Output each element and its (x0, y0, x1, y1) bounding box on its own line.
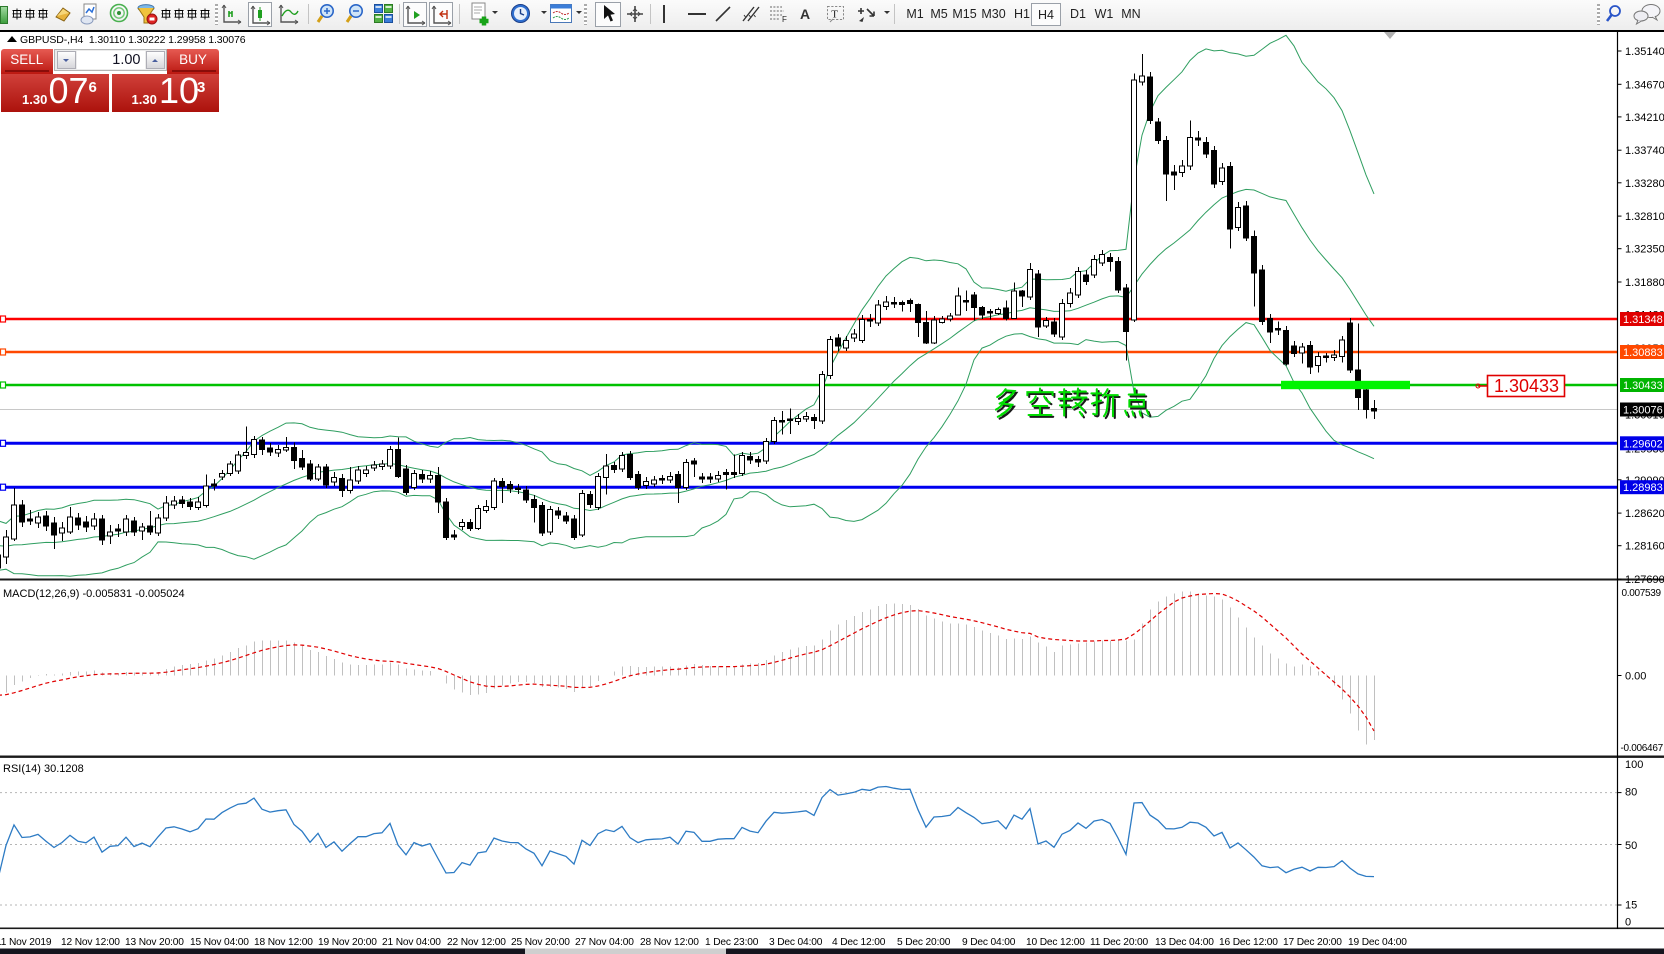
svg-text:19 Dec 04:00: 19 Dec 04:00 (1348, 937, 1407, 948)
svg-text:1.31880: 1.31880 (1625, 277, 1664, 289)
svg-text:13 Nov 20:00: 13 Nov 20:00 (125, 937, 184, 948)
svg-text:RSI(14) 30.1208: RSI(14) 30.1208 (3, 763, 84, 775)
svg-text:1.30433: 1.30433 (1494, 376, 1559, 396)
svg-text:1.34210: 1.34210 (1625, 112, 1664, 124)
svg-text:1.28160: 1.28160 (1625, 541, 1664, 553)
svg-text:9 Dec 04:00: 9 Dec 04:00 (962, 937, 1016, 948)
svg-text:1.34670: 1.34670 (1625, 79, 1664, 91)
svg-text:10 Dec 12:00: 10 Dec 12:00 (1026, 937, 1085, 948)
svg-text:11 Dec 20:00: 11 Dec 20:00 (1090, 937, 1149, 948)
svg-text:80: 80 (1625, 786, 1637, 798)
svg-text:1.32810: 1.32810 (1625, 211, 1664, 223)
svg-text:18 Nov 12:00: 18 Nov 12:00 (254, 937, 313, 948)
svg-text:12 Nov 12:00: 12 Nov 12:00 (61, 937, 120, 948)
svg-text:1.30433: 1.30433 (1623, 380, 1663, 392)
svg-text:1.33280: 1.33280 (1625, 178, 1664, 190)
svg-text:16 Dec 12:00: 16 Dec 12:00 (1219, 937, 1278, 948)
svg-text:50: 50 (1625, 840, 1637, 852)
svg-text:-0.006467: -0.006467 (1621, 743, 1664, 754)
svg-text:11 Nov 2019: 11 Nov 2019 (0, 937, 52, 948)
svg-text:15 Nov 04:00: 15 Nov 04:00 (190, 937, 249, 948)
svg-text:1.30883: 1.30883 (1623, 347, 1663, 359)
svg-text:5 Dec 20:00: 5 Dec 20:00 (897, 937, 951, 948)
svg-text:21 Nov 04:00: 21 Nov 04:00 (382, 937, 441, 948)
svg-text:0.00: 0.00 (1625, 671, 1646, 683)
svg-text:1.33740: 1.33740 (1625, 145, 1664, 157)
svg-text:28 Nov 12:00: 28 Nov 12:00 (640, 937, 699, 948)
svg-text:27 Nov 04:00: 27 Nov 04:00 (575, 937, 634, 948)
svg-text:MACD(12,26,9) -0.005831 -0.005: MACD(12,26,9) -0.005831 -0.005024 (3, 588, 185, 600)
svg-text:0.007539: 0.007539 (1622, 588, 1662, 599)
svg-text:1.28620: 1.28620 (1625, 508, 1664, 520)
svg-text:1.27690: 1.27690 (1625, 574, 1664, 586)
svg-text:1 Dec 23:00: 1 Dec 23:00 (705, 937, 759, 948)
svg-text:19 Nov 20:00: 19 Nov 20:00 (318, 937, 377, 948)
svg-text:13 Dec 04:00: 13 Dec 04:00 (1155, 937, 1214, 948)
svg-text:1.29602: 1.29602 (1623, 438, 1663, 450)
svg-text:15: 15 (1625, 899, 1637, 911)
svg-text:17 Dec 20:00: 17 Dec 20:00 (1283, 937, 1342, 948)
svg-text:22 Nov 12:00: 22 Nov 12:00 (447, 937, 506, 948)
svg-text:100: 100 (1625, 759, 1643, 771)
svg-text:1.28983: 1.28983 (1623, 482, 1663, 494)
svg-text:1.32350: 1.32350 (1625, 244, 1664, 256)
svg-text:4 Dec 12:00: 4 Dec 12:00 (832, 937, 886, 948)
svg-text:3 Dec 04:00: 3 Dec 04:00 (769, 937, 823, 948)
svg-text:25 Nov 20:00: 25 Nov 20:00 (511, 937, 570, 948)
svg-text:T: T (831, 9, 838, 21)
svg-text:1.30076: 1.30076 (1623, 405, 1663, 417)
svg-text:1.31348: 1.31348 (1623, 314, 1663, 326)
svg-text:GBPUSD-,H4 1.30110 1.30222 1.: GBPUSD-,H4 1.30110 1.30222 1.29958 1.300… (20, 34, 246, 46)
svg-text:0: 0 (1625, 917, 1631, 929)
svg-text:1.35140: 1.35140 (1625, 46, 1664, 58)
svg-text:F: F (782, 15, 787, 23)
